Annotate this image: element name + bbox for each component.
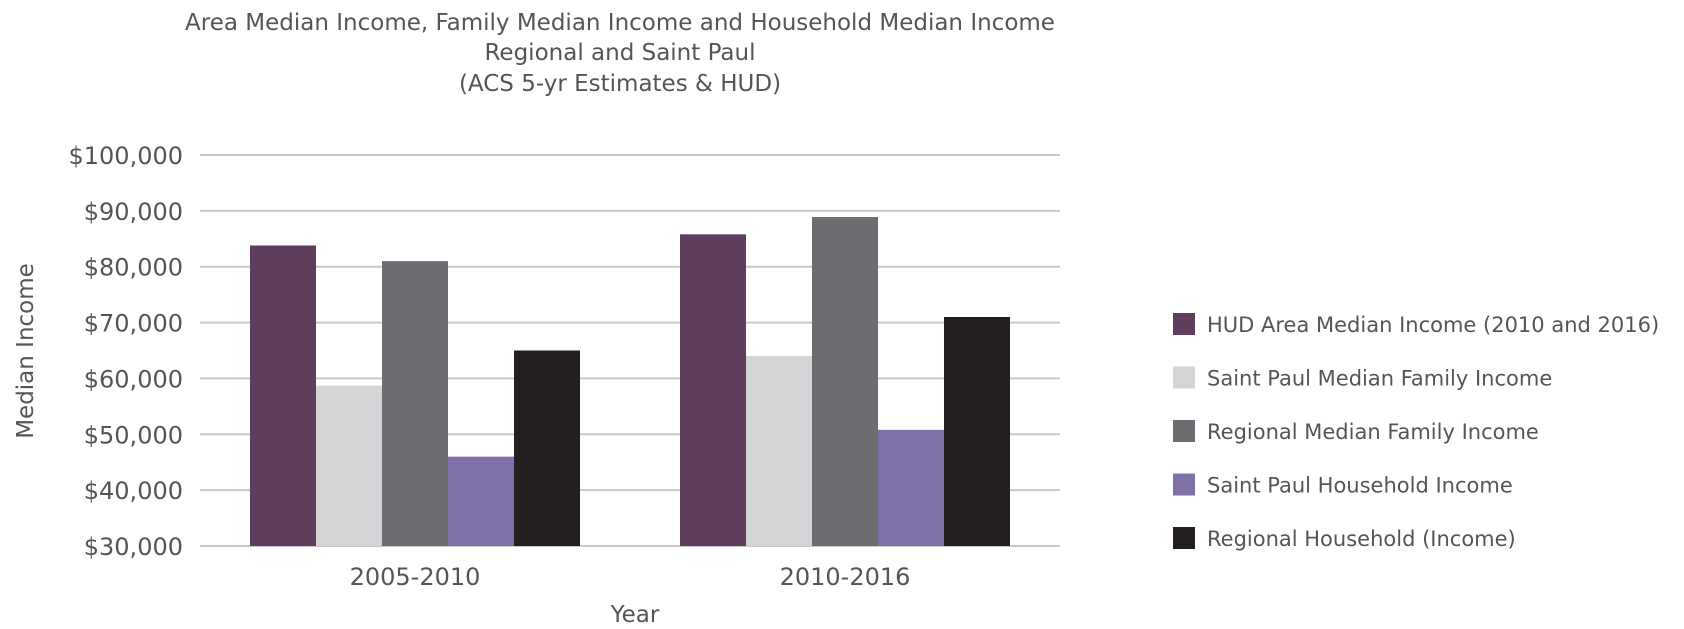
x-axis-title: Year bbox=[610, 602, 660, 628]
bar-2-2005-2010 bbox=[316, 385, 382, 546]
legend-swatch-1 bbox=[1173, 313, 1195, 335]
legend-swatch-4 bbox=[1173, 473, 1195, 496]
bar-5-2005-2010 bbox=[514, 350, 580, 546]
x-tick-label: 2010-2016 bbox=[780, 563, 911, 591]
title-line-1: Area Median Income, Family Median Income… bbox=[185, 10, 1055, 36]
legend-swatch-5 bbox=[1173, 527, 1195, 549]
bar-4-2010-2016 bbox=[878, 429, 944, 546]
legend-swatch-2 bbox=[1173, 366, 1195, 389]
bar-1-2010-2016 bbox=[680, 234, 746, 546]
x-axis-tick-labels: 2005-2010 2010-2016 bbox=[350, 563, 911, 591]
bar-3-2005-2010 bbox=[382, 261, 448, 546]
bars bbox=[250, 217, 1010, 546]
legend-swatch-3 bbox=[1173, 420, 1195, 442]
y-tick-label: $40,000 bbox=[84, 477, 183, 505]
y-axis-tick-labels: $30,000 $40,000 $50,000 $60,000 $70,000 $80,0… bbox=[68, 142, 183, 561]
bar-5-2010-2016 bbox=[944, 316, 1010, 546]
y-tick-label: $80,000 bbox=[84, 254, 183, 282]
bar-4-2005-2010 bbox=[448, 456, 514, 546]
title-line-3: (ACS 5-yr Estimates & HUD) bbox=[459, 71, 781, 97]
bar-1-2005-2010 bbox=[250, 245, 316, 546]
legend-label-3: Regional Median Family Income bbox=[1207, 420, 1539, 444]
bar-3-2010-2016 bbox=[812, 217, 878, 546]
y-tick-label: $50,000 bbox=[84, 421, 183, 449]
y-tick-label: $60,000 bbox=[84, 365, 183, 393]
y-tick-label: $90,000 bbox=[84, 198, 183, 226]
bar-2-2010-2016 bbox=[746, 356, 812, 546]
title-line-2: Regional and Saint Paul bbox=[484, 40, 755, 66]
legend: HUD Area Median Income (2010 and 2016) Sa… bbox=[1173, 313, 1659, 551]
y-tick-label: $70,000 bbox=[84, 310, 183, 338]
legend-label-1: HUD Area Median Income (2010 and 2016) bbox=[1207, 313, 1659, 337]
y-axis-title: Median Income bbox=[13, 263, 39, 439]
x-tick-label: 2005-2010 bbox=[350, 563, 481, 591]
chart-title: Area Median Income, Family Median Income… bbox=[185, 10, 1055, 97]
legend-label-2: Saint Paul Median Family Income bbox=[1207, 367, 1552, 391]
y-tick-label: $30,000 bbox=[84, 533, 183, 561]
y-tick-label: $100,000 bbox=[68, 142, 183, 170]
legend-label-4: Saint Paul Household Income bbox=[1207, 474, 1513, 498]
legend-label-5: Regional Household (Income) bbox=[1207, 527, 1516, 551]
